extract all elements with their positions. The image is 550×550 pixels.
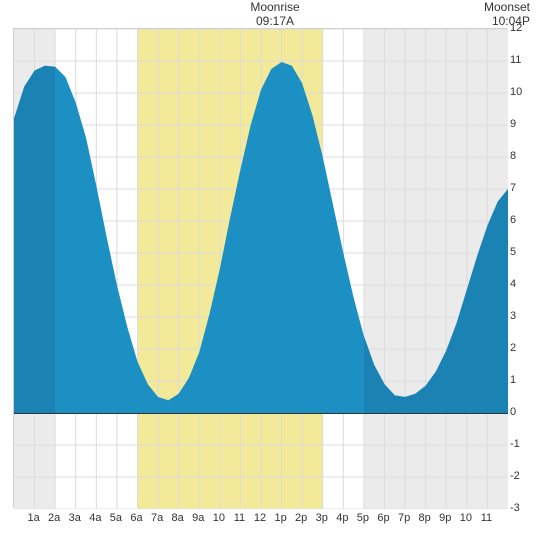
- y-tick-label: 4: [510, 278, 516, 290]
- x-tick-label: 11: [481, 512, 492, 524]
- y-tick-label: 8: [510, 150, 516, 162]
- y-tick-label: 10: [510, 86, 522, 98]
- moonrise-time: 09:17A: [250, 14, 299, 28]
- tide-chart: Moonrise 09:17A Moonset 10:04P -3-2-1012…: [0, 0, 550, 550]
- x-tick-label: 3a: [69, 512, 81, 524]
- y-tick-label: 1: [510, 374, 516, 386]
- moonset-block: Moonset 10:04P: [484, 0, 530, 28]
- x-tick-label: 7p: [398, 512, 410, 524]
- x-tick-label: 10: [213, 512, 225, 524]
- chart-header: Moonrise 09:17A Moonset 10:04P: [0, 0, 550, 30]
- x-tick-label: 6a: [130, 512, 142, 524]
- y-tick-label: 12: [510, 22, 522, 34]
- x-tick-label: 8p: [419, 512, 431, 524]
- y-tick-label: 7: [510, 182, 516, 194]
- x-tick-label: 8a: [172, 512, 184, 524]
- x-tick-label: 7a: [151, 512, 163, 524]
- y-tick-label: 2: [510, 342, 516, 354]
- x-tick-label: 11: [234, 512, 245, 524]
- x-tick-label: 9p: [439, 512, 451, 524]
- x-tick-label: 2a: [48, 512, 60, 524]
- moonrise-label: Moonrise: [250, 0, 299, 14]
- y-tick-label: -3: [510, 502, 520, 514]
- y-tick-label: 9: [510, 118, 516, 130]
- x-axis: 1a 2a 3a 4a 5a 6a 7a 8a 9a 10 11 12 1p 2p 3p 4p 5p 6p 7p 8p…: [13, 512, 507, 532]
- plot-area: [13, 28, 507, 508]
- moonset-time: 10:04P: [484, 14, 530, 28]
- y-tick-label: 5: [510, 246, 516, 258]
- x-tick-label: 5a: [110, 512, 122, 524]
- x-tick-label: 5p: [357, 512, 369, 524]
- x-tick-label: 10: [460, 512, 472, 524]
- x-tick-label: 1p: [274, 512, 286, 524]
- x-tick-label: 4p: [336, 512, 348, 524]
- y-tick-label: 3: [510, 310, 516, 322]
- y-tick-label: 0: [510, 406, 516, 418]
- y-tick-label: -2: [510, 470, 520, 482]
- moonrise-block: Moonrise 09:17A: [250, 0, 299, 28]
- x-tick-label: 12: [254, 512, 266, 524]
- x-tick-label: 6p: [377, 512, 389, 524]
- chart-svg: [14, 29, 508, 509]
- x-tick-label: 3p: [316, 512, 328, 524]
- x-tick-label: 1a: [27, 512, 39, 524]
- x-tick-label: 2p: [295, 512, 307, 524]
- y-tick-label: 6: [510, 214, 516, 226]
- y-axis: -3-2-10123456789101112: [510, 28, 540, 508]
- y-tick-label: -1: [510, 438, 520, 450]
- x-tick-label: 4a: [89, 512, 101, 524]
- x-tick-label: 9a: [192, 512, 204, 524]
- y-tick-label: 11: [510, 54, 521, 66]
- moonset-label: Moonset: [484, 0, 530, 14]
